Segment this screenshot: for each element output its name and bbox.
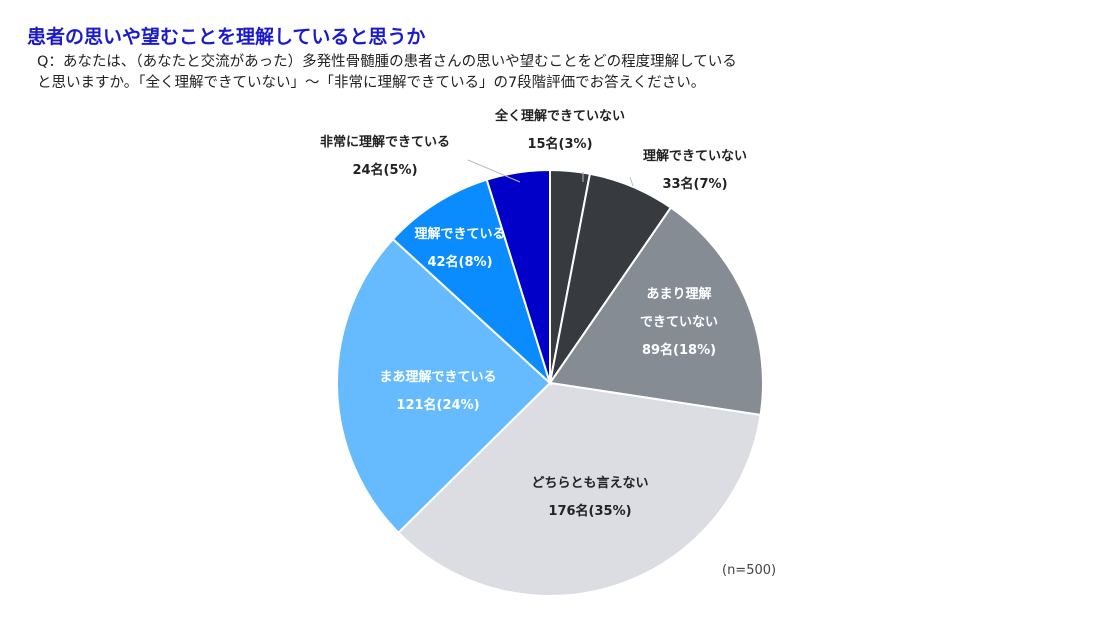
pie-slice	[397, 381, 762, 597]
slice-value-label: 121名(24%)	[396, 397, 479, 413]
slice-value-label: 176名(35%)	[548, 503, 631, 519]
slice-label: あまり理解	[646, 286, 711, 302]
question-text: Q：あなたは、（あなたと交流があった）多発性骨髄腫の患者さんの思いや望むことをど…	[37, 54, 737, 91]
chart-title: 患者の思いや望むことを理解していると思うか	[27, 26, 426, 48]
slice-label: 理解できていない	[643, 148, 747, 164]
pie-slice	[391, 178, 553, 387]
slice-value-label: 15名(3%)	[527, 136, 592, 152]
slice-label: 非常に理解できている	[320, 134, 450, 150]
slice-label: できていない	[640, 315, 718, 330]
pie-slice	[548, 206, 764, 417]
slice-label: まあ理解できている	[379, 369, 496, 385]
slice-value-label: 89名(18%)	[642, 342, 716, 358]
leader-line	[467, 159, 521, 183]
leader-line	[629, 176, 634, 187]
slice-label: 理解できている	[414, 226, 505, 242]
pie-slice	[485, 168, 551, 384]
slice-label: どちらとも言えない	[531, 475, 648, 491]
sample-size-note: (n=500)	[722, 563, 777, 578]
slice-label: 全く理解できていない	[494, 108, 625, 124]
slice-value-label: 33名(7%)	[662, 176, 727, 192]
pie-slice	[336, 237, 552, 535]
slice-value-label: 42名(8%)	[427, 254, 492, 270]
slice-value-label: 24名(5%)	[352, 162, 417, 178]
